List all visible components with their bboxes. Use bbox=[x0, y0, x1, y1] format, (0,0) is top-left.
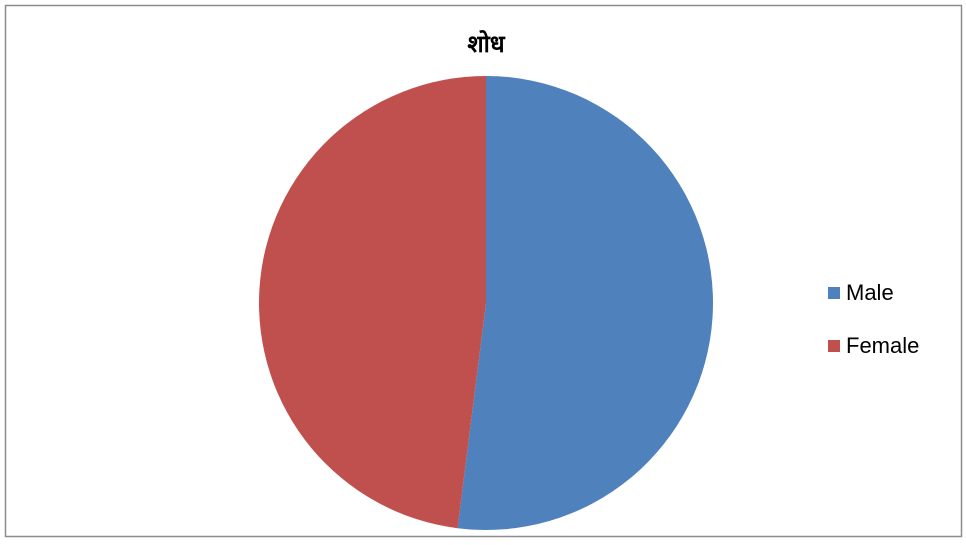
legend-swatch bbox=[828, 340, 840, 352]
legend-label: Female bbox=[846, 333, 919, 358]
pie-slice bbox=[259, 75, 486, 529]
legend-label: Male bbox=[846, 280, 894, 305]
pie-slice bbox=[457, 76, 714, 530]
chart-title: शोध bbox=[467, 30, 506, 58]
legend-swatch bbox=[828, 287, 840, 299]
